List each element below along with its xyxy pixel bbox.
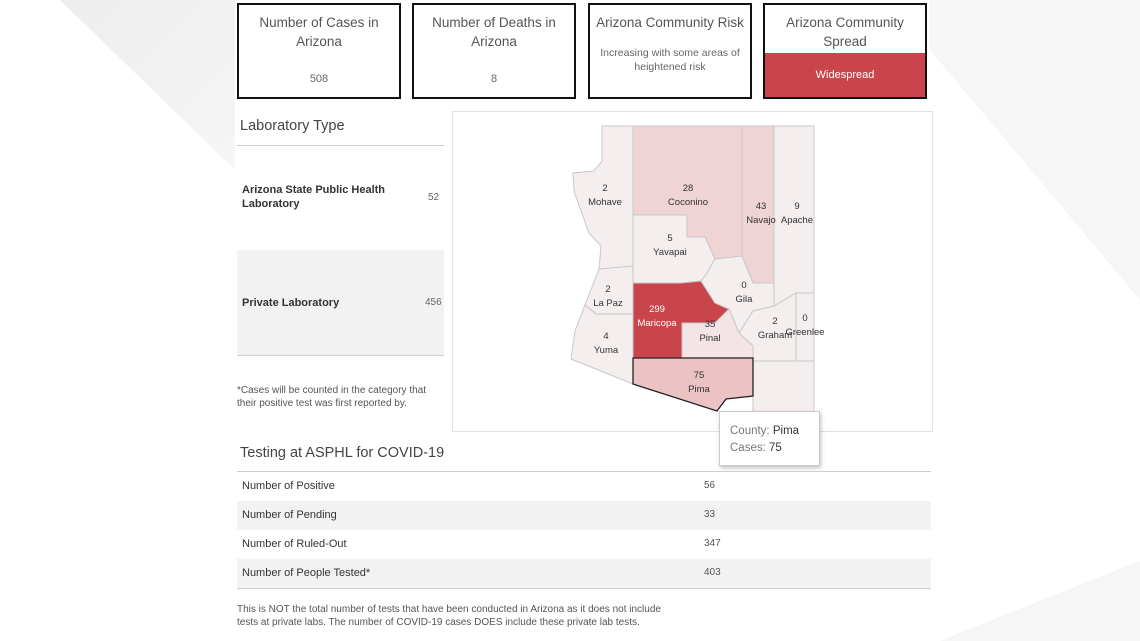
county-case-count: 2 xyxy=(605,284,610,295)
county-case-count: 0 xyxy=(802,313,807,324)
testing-section-title: Testing at ASPHL for COVID-19 xyxy=(240,445,445,461)
divider xyxy=(237,145,444,146)
risk-card: Arizona Community Risk Increasing with s… xyxy=(588,3,752,99)
county-name-label: Gila xyxy=(736,294,754,305)
county-name-label: Mohave xyxy=(588,197,622,208)
divider xyxy=(237,588,931,589)
testing-row-value: 33 xyxy=(704,509,716,520)
divider xyxy=(237,355,444,356)
county-case-count: 5 xyxy=(667,233,672,244)
background-decoration xyxy=(60,0,235,170)
county-name-label: Greenlee xyxy=(785,327,824,338)
deaths-title-2: Arizona xyxy=(471,34,517,49)
lab-note-line: their positive test was first reported b… xyxy=(237,398,407,409)
county-name-label: Yavapai xyxy=(653,247,687,258)
spread-value: Widespread xyxy=(765,53,925,97)
spread-card: Arizona Community Spread Widespread xyxy=(763,3,927,99)
tooltip-county-value: Pima xyxy=(772,425,800,437)
testing-footnote: This is NOT the total number of tests th… xyxy=(237,603,661,629)
arizona-county-map: 2 Mohave 28 Coconino 43 Navajo 9 Apache 5 Yavapai… xyxy=(570,125,825,414)
county-case-count: 4 xyxy=(603,331,608,342)
county-name-label: Pima xyxy=(688,384,710,395)
lab-note: *Cases will be counted in the category t… xyxy=(237,384,426,410)
background-decoration xyxy=(930,0,1140,300)
county-case-count: 2 xyxy=(602,183,607,194)
tooltip-cases-row: Cases: 75 xyxy=(730,440,819,457)
lab-row-value: 456 xyxy=(425,297,442,308)
background-decoration xyxy=(940,561,1140,641)
county-name-label: Navajo xyxy=(746,215,776,226)
lab-row-label-2: Laboratory xyxy=(242,198,300,210)
testing-footnote-line: This is NOT the total number of tests th… xyxy=(237,604,661,615)
county-map-panel: 2 Mohave 28 Coconino 43 Navajo 9 Apache 5 Yavapai… xyxy=(452,111,933,432)
testing-row-value: 347 xyxy=(704,538,721,549)
testing-row-label: Number of People Tested* xyxy=(242,567,371,579)
testing-row-label: Number of Pending xyxy=(242,509,337,521)
cases-card: Number of Cases in Arizona 508 xyxy=(237,3,401,99)
county-name-label: Maricopa xyxy=(637,318,677,329)
lab-row-private[interactable]: Private Laboratory xyxy=(237,250,444,355)
cases-title: Number of Cases in xyxy=(259,15,379,30)
map-tooltip: County: Pima Cases: 75 xyxy=(719,411,820,466)
county-name-label: Yuma xyxy=(594,345,619,356)
testing-row[interactable]: Number of Pending 33 xyxy=(237,501,931,530)
testing-row[interactable]: Number of People Tested* 403 xyxy=(237,559,931,588)
county-case-count: 2 xyxy=(772,316,777,327)
lab-note-line: *Cases will be counted in the category t… xyxy=(237,385,426,396)
county-case-count: 0 xyxy=(741,280,746,291)
county-name-label: Apache xyxy=(781,215,813,226)
lab-row-label: Private Laboratory xyxy=(242,297,340,309)
county-case-count: 43 xyxy=(756,201,767,212)
county-case-count: 9 xyxy=(794,201,799,212)
testing-row-label: Number of Positive xyxy=(242,480,335,492)
testing-row[interactable]: Number of Positive 56 xyxy=(237,472,931,501)
risk-title: Arizona Community Risk xyxy=(596,15,744,30)
testing-row[interactable]: Number of Ruled-Out 347 xyxy=(237,530,931,559)
tooltip-county-row: County: Pima xyxy=(730,423,819,440)
tooltip-cases-label: Cases: xyxy=(730,442,766,454)
tooltip-county-label: County: xyxy=(730,425,770,437)
risk-desc: Increasing with some areas of xyxy=(600,47,740,59)
deaths-card: Number of Deaths in Arizona 8 xyxy=(412,3,576,99)
county-southeast[interactable] xyxy=(752,360,815,414)
testing-row-value: 56 xyxy=(704,480,716,491)
county-name-label: Pinal xyxy=(699,333,720,344)
county-name-label: Graham xyxy=(758,330,792,341)
spread-title-2: Spread xyxy=(823,34,867,49)
spread-title: Arizona Community xyxy=(786,15,904,30)
cases-value: 508 xyxy=(309,73,329,85)
deaths-value: 8 xyxy=(490,73,498,85)
lab-row-value: 52 xyxy=(428,192,440,203)
county-name-label: Coconino xyxy=(668,197,708,208)
county-case-count: 35 xyxy=(705,319,716,330)
deaths-title: Number of Deaths in xyxy=(432,15,556,30)
cases-title-2: Arizona xyxy=(296,34,342,49)
risk-desc-2: heightened risk xyxy=(634,61,706,73)
testing-footnote-line: tests at private labs. The number of COV… xyxy=(237,617,640,628)
testing-row-value: 403 xyxy=(704,567,721,578)
tooltip-cases-value: 75 xyxy=(769,442,782,454)
county-pima[interactable] xyxy=(632,357,754,412)
county-name-label: La Paz xyxy=(593,298,623,309)
county-case-count: 299 xyxy=(649,304,665,315)
county-case-count: 28 xyxy=(683,183,694,194)
lab-row-label: Arizona State Public Health xyxy=(242,184,386,196)
divider xyxy=(237,471,931,472)
county-case-count: 75 xyxy=(694,370,705,381)
lab-row-state[interactable]: Arizona State Public Health Laboratory xyxy=(237,183,444,211)
testing-row-label: Number of Ruled-Out xyxy=(242,538,347,550)
lab-section-title: Laboratory Type xyxy=(240,118,345,134)
